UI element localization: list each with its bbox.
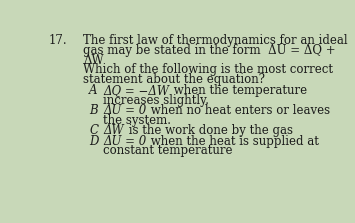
Text: ΔW: ΔW — [83, 54, 104, 67]
Text: when the heat is supplied at: when the heat is supplied at — [147, 134, 319, 148]
Text: statement about the equation?: statement about the equation? — [83, 73, 265, 86]
Text: The first law of thermodynamics for an ideal: The first law of thermodynamics for an i… — [83, 35, 348, 47]
Text: the system.: the system. — [103, 114, 171, 127]
Text: A: A — [89, 84, 98, 97]
Text: 17.: 17. — [49, 35, 68, 47]
Text: increases slightly.: increases slightly. — [103, 94, 209, 107]
Text: D: D — [89, 134, 99, 148]
Text: ΔW: ΔW — [103, 124, 124, 137]
Text: gas may be stated in the form  ΔU = ΔQ +: gas may be stated in the form ΔU = ΔQ + — [83, 44, 336, 57]
Text: constant temperature: constant temperature — [103, 144, 233, 157]
Text: when the temperature: when the temperature — [170, 84, 307, 97]
Text: is the work done by the gas: is the work done by the gas — [125, 124, 293, 137]
Text: ΔU = 0: ΔU = 0 — [103, 104, 147, 117]
Text: Which of the following is the most correct: Which of the following is the most corre… — [83, 63, 333, 76]
Text: ΔQ = −ΔW: ΔQ = −ΔW — [103, 84, 169, 97]
Text: C: C — [89, 124, 98, 137]
Text: ΔU = 0: ΔU = 0 — [103, 134, 147, 148]
Text: when no heat enters or leaves: when no heat enters or leaves — [147, 104, 331, 117]
Text: B: B — [89, 104, 98, 117]
